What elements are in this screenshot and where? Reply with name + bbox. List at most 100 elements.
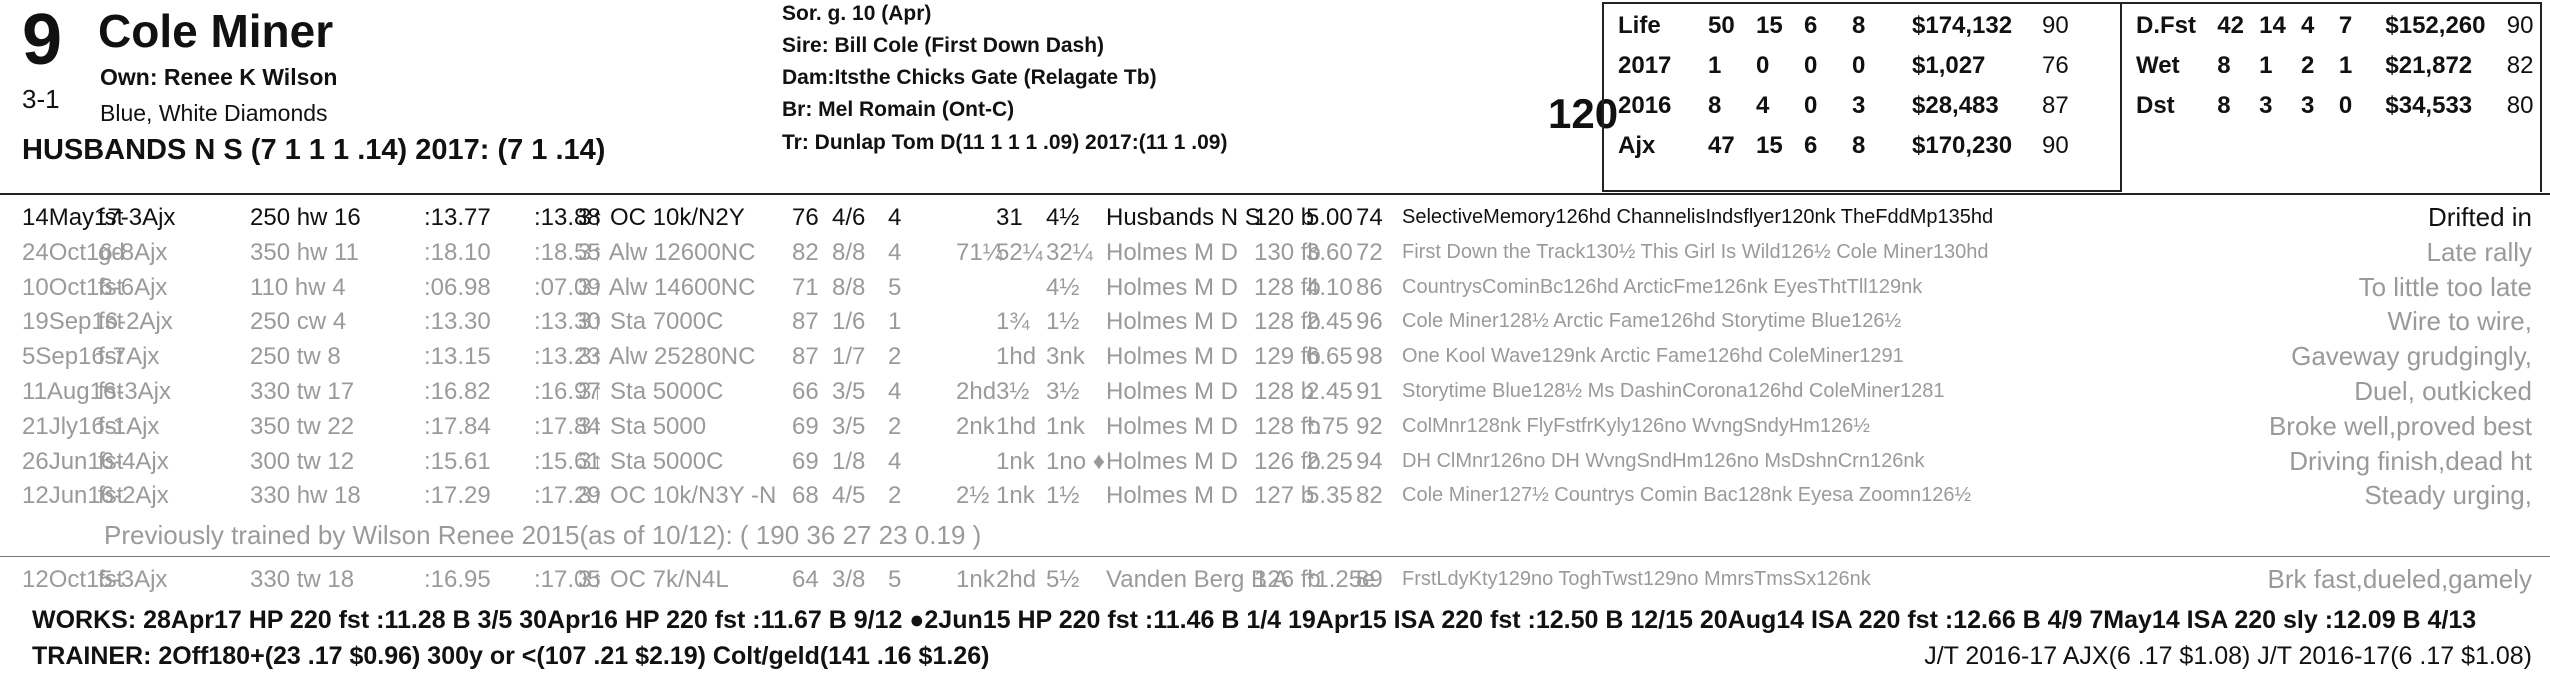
race-t1: :15.61 — [424, 447, 491, 475]
race-t2: :17.84 — [534, 412, 601, 440]
race-jockey: Holmes M D — [1106, 238, 1239, 266]
stats-earn: $174,132 — [1912, 12, 2013, 39]
race-c2: 2hd — [996, 566, 1037, 593]
race-pp: 8/8 — [832, 238, 866, 266]
race-comp: FrstLdyKty129no ToghTwst129no MmrsTmsSx1… — [1402, 568, 1871, 590]
stats-fig: 80 — [2506, 92, 2534, 119]
race-c2: 1nk — [996, 482, 1035, 510]
race-date: 12Jun16-2Ajx — [22, 482, 169, 510]
race-cls: 3↑ Alw 12600NC — [578, 238, 756, 266]
race-cls: 3↑ Sta 7000C — [578, 308, 724, 336]
race-st: 2 — [888, 482, 902, 510]
stats-fig: 90 — [2042, 132, 2069, 159]
race-cls: 3↑ Alw 14600NC — [578, 273, 756, 301]
stats-row: 2017 1 0 0 0 $1,027 76 — [1618, 46, 2092, 86]
stats-fig: 82 — [2506, 52, 2534, 79]
stats-fig: 76 — [2042, 52, 2069, 79]
race-date: 10Oct16-6Ajx — [22, 273, 168, 301]
race-comp: First Down the Track130½ This Girl Is Wi… — [1402, 240, 1989, 263]
race-date: 21Jly16-1Ajx — [22, 412, 160, 440]
stats-earn: $28,483 — [1912, 92, 1999, 119]
race-fin: 1½ — [1046, 482, 1080, 510]
race-wt: 128 fb — [1254, 273, 1321, 301]
race-jockey: Holmes M D — [1106, 343, 1239, 371]
race-trk: fst — [98, 273, 124, 301]
race-fig: 82 — [792, 238, 819, 266]
previously-trained-note: Previously trained by Wilson Renee 2015(… — [104, 520, 982, 550]
race-dist: 250 tw 8 — [250, 343, 341, 371]
race-jockey: Husbands N S — [1106, 204, 1261, 231]
race-row: 14May17-3Ajx fst 250 hw 16:13.77:13.88 3↑ O… — [0, 202, 2550, 232]
race-comp: Storytime Blue128½ Ms DashinCorona126hd … — [1402, 380, 1945, 402]
race-comment: Drifted in — [2427, 202, 2532, 232]
race-jockey: Holmes M D — [1106, 308, 1239, 336]
stats-s: 1 — [1708, 52, 1722, 79]
race-pp: 3/5 — [832, 378, 866, 405]
stats-w: 4 — [1756, 92, 1770, 119]
program-number: 9 — [22, 0, 63, 80]
trainer-stats: TRAINER: 2Off180+(23 .17 $0.96) 300y or … — [32, 642, 989, 671]
race-dist: 350 hw 11 — [250, 238, 359, 266]
race-fin: 1nk — [1046, 412, 1085, 440]
race-t2: :07.09 — [534, 273, 601, 301]
stats-p: 6 — [1804, 12, 1818, 39]
morning-line-odds: 3-1 — [22, 84, 60, 114]
race-odds: 4.10 — [1306, 273, 1353, 301]
race-fig: 68 — [792, 482, 819, 510]
race-wt: 127 b — [1254, 482, 1315, 510]
race-t1: :16.95 — [424, 566, 491, 593]
stats-label: 2017 — [1618, 52, 1672, 79]
stats-w: 1 — [2259, 52, 2273, 79]
race-t2: :13.30 — [534, 308, 601, 336]
stats-p: 0 — [1804, 92, 1818, 119]
race-odds: 5.00 — [1306, 204, 1353, 231]
stats-earn: $170,230 — [1912, 132, 2013, 159]
race-t2: :15.61 — [534, 447, 601, 475]
race-t1: :13.30 — [424, 308, 491, 336]
race-t1: :17.84 — [424, 412, 491, 440]
stats-p: 6 — [1804, 132, 1818, 159]
silks: Blue, White Diamonds — [100, 100, 328, 126]
race-date: 26Jun16-4Ajx — [22, 447, 169, 475]
stats-table-left: Life 50 15 6 8 $174,132 90 2017 1 0 0 0 $1,027 76 2016… — [1618, 6, 2092, 166]
race-jockey: Holmes M D — [1106, 412, 1239, 440]
race-c2: 1¾ — [996, 308, 1030, 336]
race-wt: 130 fb — [1254, 238, 1321, 266]
race-t2: :17.29 — [534, 482, 601, 510]
jockey-trainer-stats: J/T 2016-17 AJX(6 .17 $1.08) J/T 2016-17… — [1924, 642, 2532, 670]
race-jockey: Holmes M D — [1106, 378, 1239, 405]
race-date: 19Sep16-2Ajx — [22, 308, 173, 336]
race-pp: 1/7 — [832, 343, 866, 371]
sex-age: Sor. g. 10 (Apr) — [782, 2, 932, 25]
race-trk: gd — [98, 238, 125, 266]
race-wt: 128 fb — [1254, 412, 1321, 440]
owner: Own: Renee K Wilson — [100, 64, 338, 90]
race-date: 5Sep16-7Ajx — [22, 343, 160, 371]
race-comment: Gaveway grudgingly, — [2291, 341, 2532, 372]
race-dist: 250 cw 4 — [250, 308, 347, 336]
race-row: 24Oct16-8Ajx gd 350 hw 11:18.10:18.55 3↑ Al… — [0, 238, 2550, 266]
stats-label: Ajx — [1618, 132, 1656, 159]
race-comp: ColMnr128nk FlyFstfrKyly126no WvngSndyHm… — [1402, 414, 1870, 437]
race-row: 19Sep16-2Ajx fst 250 cw 4:13.30:13.30 3↑ St… — [0, 308, 2550, 336]
stats-p: 3 — [2300, 92, 2315, 119]
race-sr: 96 — [1356, 308, 1383, 336]
race-dist: 350 tw 22 — [250, 412, 355, 440]
race-fig: 69 — [792, 447, 819, 475]
stats-p: 4 — [2300, 12, 2315, 39]
stats-row: Dst 8 3 3 0 $34,533 80 — [2136, 86, 2550, 126]
race-odds: 2.25 — [1306, 447, 1353, 475]
stats-w: 0 — [1756, 52, 1770, 79]
race-row: 26Jun16-4Ajx fst 300 tw 12:15.61:15.61 3↑ S… — [0, 447, 2550, 475]
race-row: 12Jun16-2Ajx fst 330 hw 18:17.29:17.29 3↑ O… — [0, 482, 2550, 510]
race-fin: 4½ — [1046, 204, 1080, 231]
race-t1: :13.77 — [424, 204, 491, 231]
stats-w: 14 — [2259, 12, 2286, 39]
race-date: 24Oct16-8Ajx — [22, 238, 168, 266]
race-c2: 1hd — [996, 343, 1037, 371]
race-c2: 52¼ — [996, 238, 1043, 266]
race-fig: 71 — [792, 273, 819, 301]
race-fin: 3½ — [1046, 378, 1080, 405]
race-st: 4 — [888, 378, 902, 405]
race-trk: fst — [98, 343, 124, 371]
